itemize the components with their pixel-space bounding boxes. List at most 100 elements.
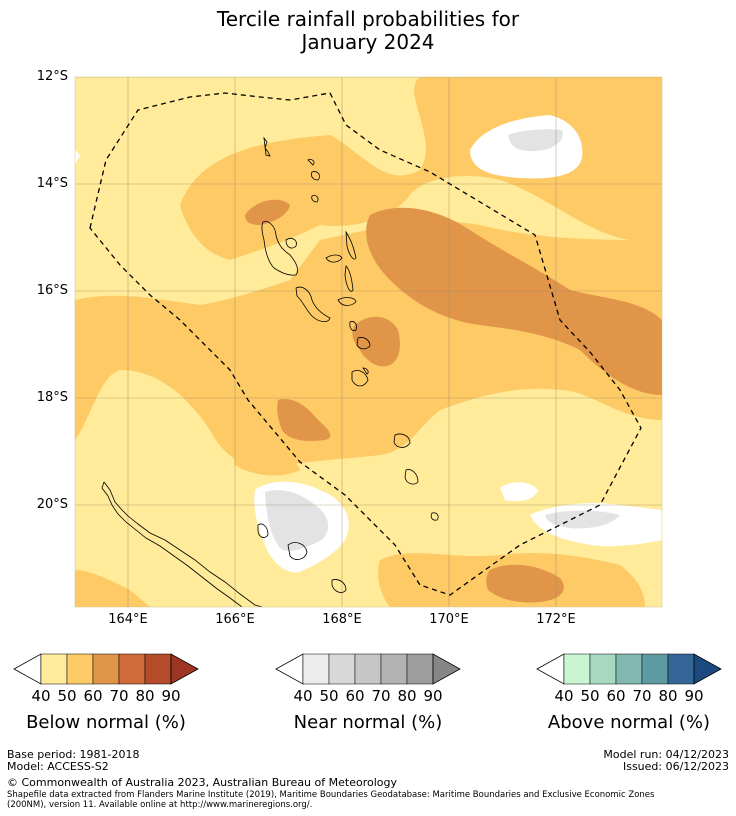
below-colorbar-extend-high (170, 653, 199, 685)
near-colorbar-segment (302, 653, 330, 685)
below-colorbar-segment (144, 653, 172, 685)
island-banks (307, 159, 315, 166)
above-tick: 50 (580, 687, 600, 705)
issued-date: Issued: 06/12/2023 (622, 760, 729, 773)
region-below-60 (366, 207, 662, 395)
region-below-50 (75, 570, 150, 607)
below-normal-label: Below normal (%) (26, 712, 186, 733)
island-new-caledonia (101, 481, 263, 607)
island-erromango (351, 370, 369, 387)
island-loyalty-small (257, 523, 269, 538)
near-colorbar-segment (380, 653, 408, 685)
above-colorbar-segment (589, 653, 617, 685)
island-isle-of-pines (287, 542, 308, 560)
lat-label-14s: 14°S (36, 176, 68, 191)
lon-label-166e: 166°E (215, 612, 255, 627)
title-line-2: January 2024 (301, 30, 435, 54)
island-banks (310, 171, 320, 181)
island-malo (285, 238, 297, 249)
near-colorbar-segment (328, 653, 356, 685)
above-colorbar-segment (667, 653, 695, 685)
near-tick: 80 (397, 687, 417, 705)
below-colorbar-segment (118, 653, 146, 685)
near-normal-label: Near normal (%) (293, 712, 443, 733)
region-near-40 (508, 129, 563, 152)
below-colorbar-segment (40, 653, 68, 685)
coastlines (101, 136, 439, 607)
above-tick: 60 (606, 687, 626, 705)
lat-label-16s: 16°S (36, 283, 68, 298)
model-run: Model run: 04/12/2023 (603, 748, 729, 761)
region-below-60 (486, 564, 564, 603)
lat-label-18s: 18°S (36, 390, 68, 405)
near-colorbar-segment (406, 653, 434, 685)
island-maewo (345, 230, 357, 260)
island-malakula (295, 286, 331, 322)
lat-label-12s: 12°S (36, 69, 68, 84)
below-tick: 40 (31, 687, 51, 705)
island-mare (404, 469, 419, 485)
lon-label-170e: 170°E (429, 612, 469, 627)
eez-boundary (89, 92, 642, 596)
near-colorbar-segment (354, 653, 382, 685)
region-below-60 (277, 399, 331, 441)
island-torres (263, 136, 271, 157)
island-banks (311, 195, 319, 203)
above-tick: 90 (684, 687, 704, 705)
region-near-40 (545, 510, 620, 529)
base-period: Base period: 1981-2018 (7, 748, 140, 761)
below-tick: 90 (161, 687, 181, 705)
lon-label-172e: 172°E (536, 612, 576, 627)
graticule (75, 77, 662, 607)
above-colorbar-segment (641, 653, 669, 685)
lat-label-20s: 20°S (36, 497, 68, 512)
colorbar-group (13, 653, 722, 685)
colorbar-ticks: 40 50 60 70 80 90 40 50 60 70 80 90 40 5… (0, 687, 736, 707)
forecast-map (74, 76, 663, 608)
above-tick: 80 (658, 687, 678, 705)
near-tick: 90 (423, 687, 443, 705)
below-colorbar-segment (92, 653, 120, 685)
map-frame (74, 76, 663, 608)
above-colorbar-segment (563, 653, 591, 685)
island-tanna (362, 367, 369, 375)
shapefile-credit-2: (200NM), version 11. Available online at… (7, 800, 313, 810)
lon-label-168e: 168°E (322, 612, 362, 627)
below-tick: 70 (109, 687, 129, 705)
above-tick: 40 (554, 687, 574, 705)
island-south (331, 579, 347, 593)
below-tick: 60 (83, 687, 103, 705)
region-below-60 (245, 199, 290, 225)
island-ouvea (430, 512, 439, 521)
region-no-signal (75, 150, 80, 165)
region-below-50 (230, 437, 300, 476)
title-line-1: Tercile rainfall probabilities for (216, 7, 520, 31)
island-epi (349, 321, 357, 331)
lon-label-164e: 164°E (108, 612, 148, 627)
near-tick: 40 (293, 687, 313, 705)
near-tick: 60 (345, 687, 365, 705)
island-ambae (325, 254, 343, 263)
region-no-signal (500, 482, 538, 502)
above-colorbar-segment (615, 653, 643, 685)
island-pentecost (344, 265, 354, 292)
above-normal-label: Above normal (%) (547, 712, 711, 733)
near-tick: 70 (371, 687, 391, 705)
copyright: © Commonwealth of Australia 2023, Austra… (7, 776, 397, 789)
near-colorbar-extend-low (275, 653, 304, 685)
below-colorbar-extend-low (13, 653, 42, 685)
near-colorbar-extend-high (432, 653, 461, 685)
below-tick: 50 (57, 687, 77, 705)
below-colorbar-segment (66, 653, 94, 685)
island-espiritu-santo (261, 221, 298, 276)
near-tick: 50 (319, 687, 339, 705)
island-lifou (393, 433, 411, 448)
chart-title: Tercile rainfall probabilities for Janua… (0, 8, 736, 54)
model-name: Model: ACCESS-S2 (7, 760, 109, 773)
above-colorbar-extend-high (693, 653, 722, 685)
below-tick: 80 (135, 687, 155, 705)
island-ambrym (337, 297, 357, 306)
shapefile-credit-1: Shapefile data extracted from Flanders M… (7, 790, 655, 800)
region-below-60 (352, 316, 400, 367)
above-colorbar-extend-low (536, 653, 565, 685)
